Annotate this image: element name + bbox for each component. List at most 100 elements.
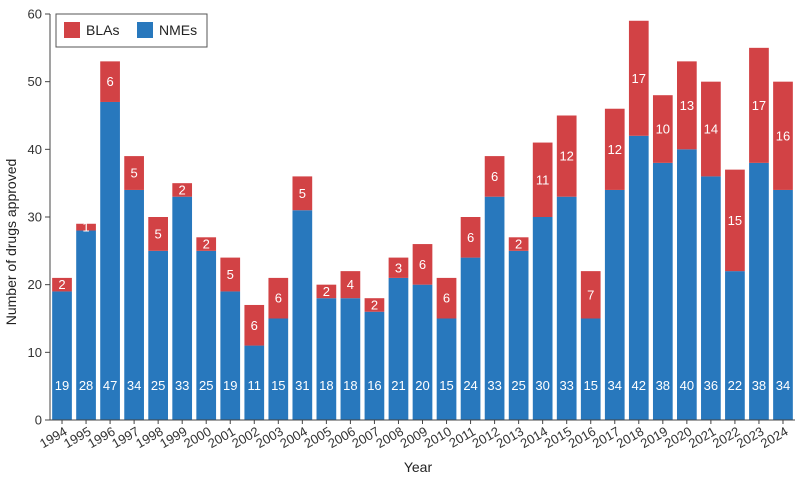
bar-nmes-2010 (436, 318, 457, 420)
bar-blas-1996 (100, 61, 120, 102)
data-label-blas-1998: 5 (155, 226, 162, 241)
bar-blas-2020 (677, 61, 697, 150)
legend-swatch-blas (64, 22, 80, 38)
data-label-blas-2008: 3 (395, 260, 402, 275)
bar-nmes-2000 (196, 250, 217, 420)
bar-blas-2010 (436, 277, 457, 319)
data-label-nmes-2006: 18 (343, 378, 357, 393)
y-tick-label: 60 (28, 7, 42, 22)
legend-label-nmes: NMEs (159, 22, 197, 38)
data-label-nmes-1994: 19 (55, 378, 69, 393)
bar-nmes-1996 (100, 101, 120, 420)
bar-blas-2021 (701, 81, 721, 177)
legend: BLAs NMEs (55, 13, 208, 48)
data-label-blas-2002: 6 (251, 318, 258, 333)
bar-blas-1999 (172, 183, 193, 197)
bar-blas-1997 (124, 156, 144, 190)
data-label-blas-2020: 13 (680, 98, 694, 113)
bar-nmes-2012 (484, 196, 505, 420)
bar-blas-2011 (460, 217, 481, 258)
data-label-blas-2006: 4 (347, 277, 354, 292)
bar-blas-2016 (580, 271, 601, 319)
bar-blas-2001 (220, 257, 241, 292)
data-label-nmes-2007: 16 (367, 378, 381, 393)
data-label-nmes-2019: 38 (656, 378, 670, 393)
data-label-blas-2015: 12 (559, 149, 573, 164)
data-label-blas-2009: 6 (419, 257, 426, 272)
data-label-nmes-2005: 18 (319, 378, 333, 393)
bar-nmes-2015 (556, 196, 577, 420)
bar-nmes-2014 (532, 217, 553, 420)
data-label-blas-2024: 16 (776, 128, 790, 143)
bar-nmes-1998 (148, 250, 168, 420)
bar-blas-2002 (244, 304, 265, 346)
data-label-blas-2018: 17 (632, 71, 646, 86)
bar-blas-2007 (364, 298, 385, 312)
plot-area: 1922814763452553322521951161563151821841… (52, 20, 793, 421)
y-tick-label: 50 (28, 74, 42, 89)
bar-nmes-2020 (677, 149, 697, 421)
data-label-nmes-2010: 15 (439, 378, 453, 393)
data-label-blas-1997: 5 (130, 166, 137, 181)
data-label-blas-2012: 6 (491, 169, 498, 184)
x-tick-label: 2024 (758, 424, 791, 451)
bar-nmes-2003 (268, 318, 289, 420)
data-label-nmes-2002: 11 (248, 378, 262, 393)
bar-nmes-2004 (292, 210, 313, 420)
y-tick-label: 10 (28, 345, 42, 360)
bar-nmes-2005 (316, 298, 337, 420)
bar-blas-2006 (340, 271, 361, 299)
bar-blas-2023 (749, 47, 769, 163)
data-label-nmes-2001: 19 (223, 378, 237, 393)
data-label-nmes-2012: 33 (487, 378, 501, 393)
x-axis-title: Year (404, 459, 433, 475)
data-label-nmes-2022: 22 (728, 378, 742, 393)
data-label-blas-2005: 2 (323, 284, 330, 299)
data-label-blas-2014: 11 (536, 172, 550, 187)
legend-box (55, 13, 208, 48)
bar-blas-2022 (725, 169, 745, 272)
data-label-blas-2016: 7 (587, 287, 594, 302)
bar-blas-1995 (76, 223, 96, 231)
data-label-blas-2003: 6 (275, 291, 282, 306)
data-label-nmes-2017: 34 (608, 378, 622, 393)
bar-blas-2015 (556, 115, 577, 197)
bar-nmes-2011 (460, 257, 481, 420)
data-label-nmes-1997: 34 (127, 378, 141, 393)
data-label-blas-1995: 1 (82, 220, 89, 235)
bar-nmes-2018 (628, 135, 649, 421)
bar-nmes-2006 (340, 298, 361, 420)
y-tick-label: 20 (28, 277, 42, 292)
bar-blas-2017 (604, 108, 625, 190)
bar-blas-2013 (508, 237, 529, 251)
data-label-blas-2022: 15 (728, 213, 742, 228)
bar-nmes-2023 (749, 162, 769, 420)
data-label-nmes-2021: 36 (704, 378, 718, 393)
bar-blas-2019 (652, 95, 673, 163)
bar-nmes-2001 (220, 291, 241, 420)
data-label-nmes-2014: 30 (535, 378, 549, 393)
bar-nmes-1997 (124, 189, 144, 420)
data-label-nmes-2013: 25 (511, 378, 525, 393)
bar-blas-1994 (52, 277, 72, 292)
bar-nmes-1994 (52, 291, 72, 420)
data-label-blas-2021: 14 (704, 122, 718, 137)
data-label-blas-2010: 6 (443, 291, 450, 306)
data-label-blas-2001: 5 (227, 267, 234, 282)
data-label-blas-1999: 2 (179, 182, 186, 197)
bar-nmes-1999 (172, 196, 193, 420)
bar-blas-2018 (628, 20, 649, 136)
bar-blas-1998 (148, 217, 168, 251)
y-tick-label: 40 (28, 142, 42, 157)
bar-blas-2012 (484, 156, 505, 197)
bar-blas-2008 (388, 257, 409, 278)
bar-nmes-2017 (604, 189, 625, 420)
bar-nmes-2002 (244, 345, 265, 420)
data-label-blas-2017: 12 (608, 142, 622, 157)
legend-label-blas: BLAs (86, 22, 119, 38)
data-label-nmes-2004: 31 (295, 378, 309, 393)
data-label-blas-2011: 6 (467, 230, 474, 245)
x-axis: 1994199519961997199819992000200120022003… (37, 419, 795, 451)
data-label-nmes-2020: 40 (680, 378, 694, 393)
